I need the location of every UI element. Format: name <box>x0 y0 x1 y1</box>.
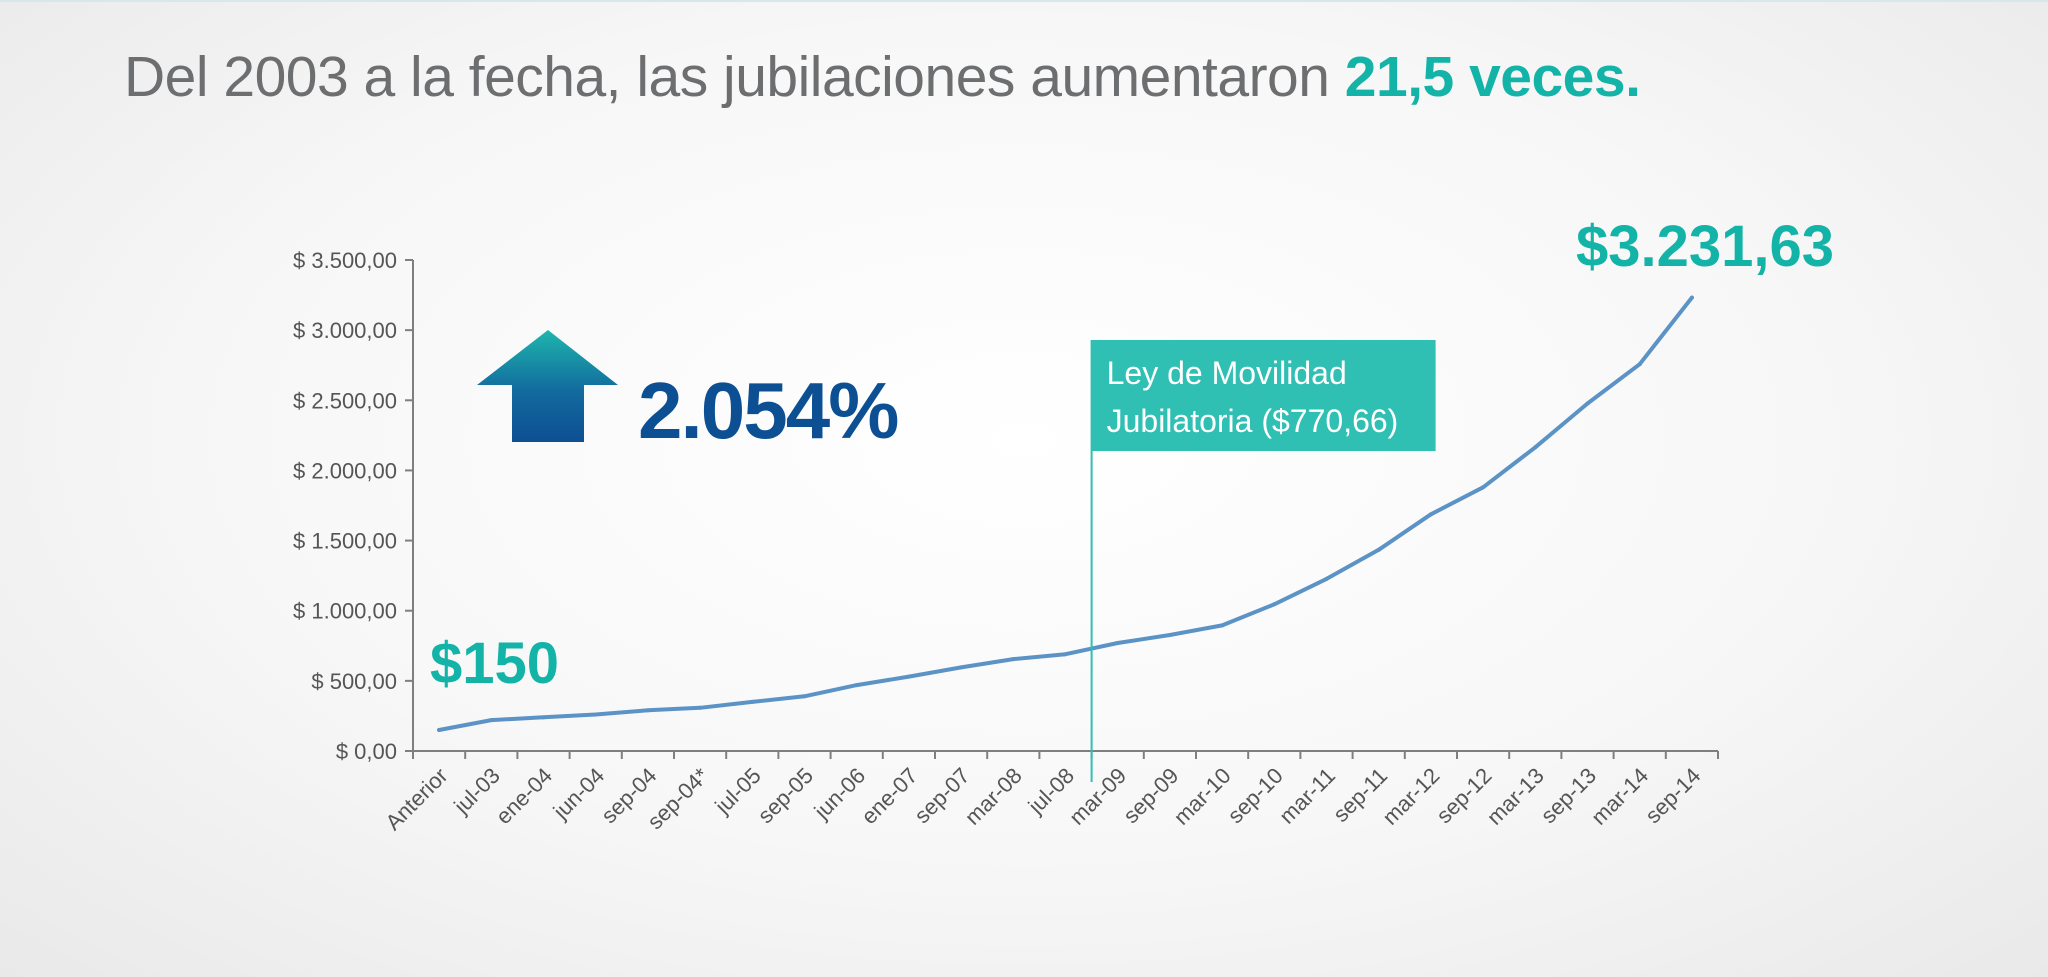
data-point <box>959 665 964 670</box>
data-point <box>698 705 703 710</box>
data-point <box>1272 602 1277 607</box>
x-tick-label: ene-04 <box>491 763 557 829</box>
data-point <box>1533 445 1538 450</box>
x-axis: Anteriorjul-03ene-04jun-04sep-04sep-04*j… <box>380 750 1719 835</box>
y-tick-label: $ 500,00 <box>311 669 397 694</box>
start-value-label: $150 <box>430 631 559 696</box>
x-tick-label: mar-12 <box>1377 763 1444 830</box>
end-value-label: $3.231,63 <box>1576 214 1834 279</box>
growth-percentage: 2.054% <box>638 366 898 455</box>
data-point <box>1115 640 1120 645</box>
law-callout-line2: Jubilatoria ($770,66) <box>1107 403 1399 439</box>
x-tick-label: mar-10 <box>1169 763 1236 830</box>
data-point <box>645 708 650 713</box>
title-highlight: 21,5 veces. <box>1344 45 1641 109</box>
x-tick-label: ene-07 <box>856 763 922 829</box>
data-point <box>437 727 442 732</box>
x-tick-label: mar-09 <box>1064 763 1131 830</box>
data-point <box>802 694 807 699</box>
data-point <box>593 712 598 717</box>
data-point <box>1637 362 1642 367</box>
up-arrow-icon <box>477 330 618 442</box>
data-point <box>1689 295 1694 300</box>
x-tick-label: sep-14 <box>1640 763 1705 828</box>
y-tick-label: $ 1.500,00 <box>293 529 397 554</box>
x-tick-label: sep-10 <box>1223 763 1288 828</box>
data-point <box>1481 485 1486 490</box>
x-tick-label: mar-13 <box>1482 763 1549 830</box>
data-point <box>906 674 911 679</box>
y-axis: $ 0,00 $ 500,00 $ 1.000,00 $ 1.500,00 $ 2.00… <box>293 248 414 764</box>
x-tick-label: mar-14 <box>1586 763 1653 830</box>
law-callout-box <box>1091 340 1436 451</box>
page-title: Del 2003 a la fecha, las jubilaciones au… <box>124 44 1641 110</box>
x-tick-label: mar-11 <box>1274 763 1340 829</box>
law-callout-line1: Ley de Movilidad <box>1107 355 1347 391</box>
x-tick-label: sep-05 <box>753 763 818 828</box>
data-point <box>1376 547 1381 552</box>
data-point <box>489 718 494 723</box>
top-accent-line <box>0 0 2048 2</box>
data-point <box>854 683 859 688</box>
data-point <box>1011 657 1016 662</box>
data-point <box>1585 401 1590 406</box>
series-line <box>437 295 1694 732</box>
data-point <box>750 699 755 704</box>
y-tick-label: $ 0,00 <box>336 739 397 764</box>
data-point <box>1220 623 1225 628</box>
data-point <box>1167 632 1172 637</box>
y-tick-label: $ 3.500,00 <box>293 248 397 273</box>
y-tick-label: $ 3.000,00 <box>293 318 397 343</box>
y-tick-label: $ 2.000,00 <box>293 458 397 483</box>
x-tick-label: Anterior <box>380 763 452 835</box>
data-point <box>1063 652 1068 657</box>
title-text: Del 2003 a la fecha, las jubilaciones au… <box>124 45 1330 109</box>
data-point <box>1428 512 1433 517</box>
data-point <box>1324 576 1329 581</box>
x-tick-label: mar-08 <box>960 763 1027 830</box>
series-group <box>437 295 1694 732</box>
data-point <box>541 715 546 720</box>
y-tick-label: $ 1.000,00 <box>293 599 397 624</box>
y-tick-label: $ 2.500,00 <box>293 388 397 413</box>
